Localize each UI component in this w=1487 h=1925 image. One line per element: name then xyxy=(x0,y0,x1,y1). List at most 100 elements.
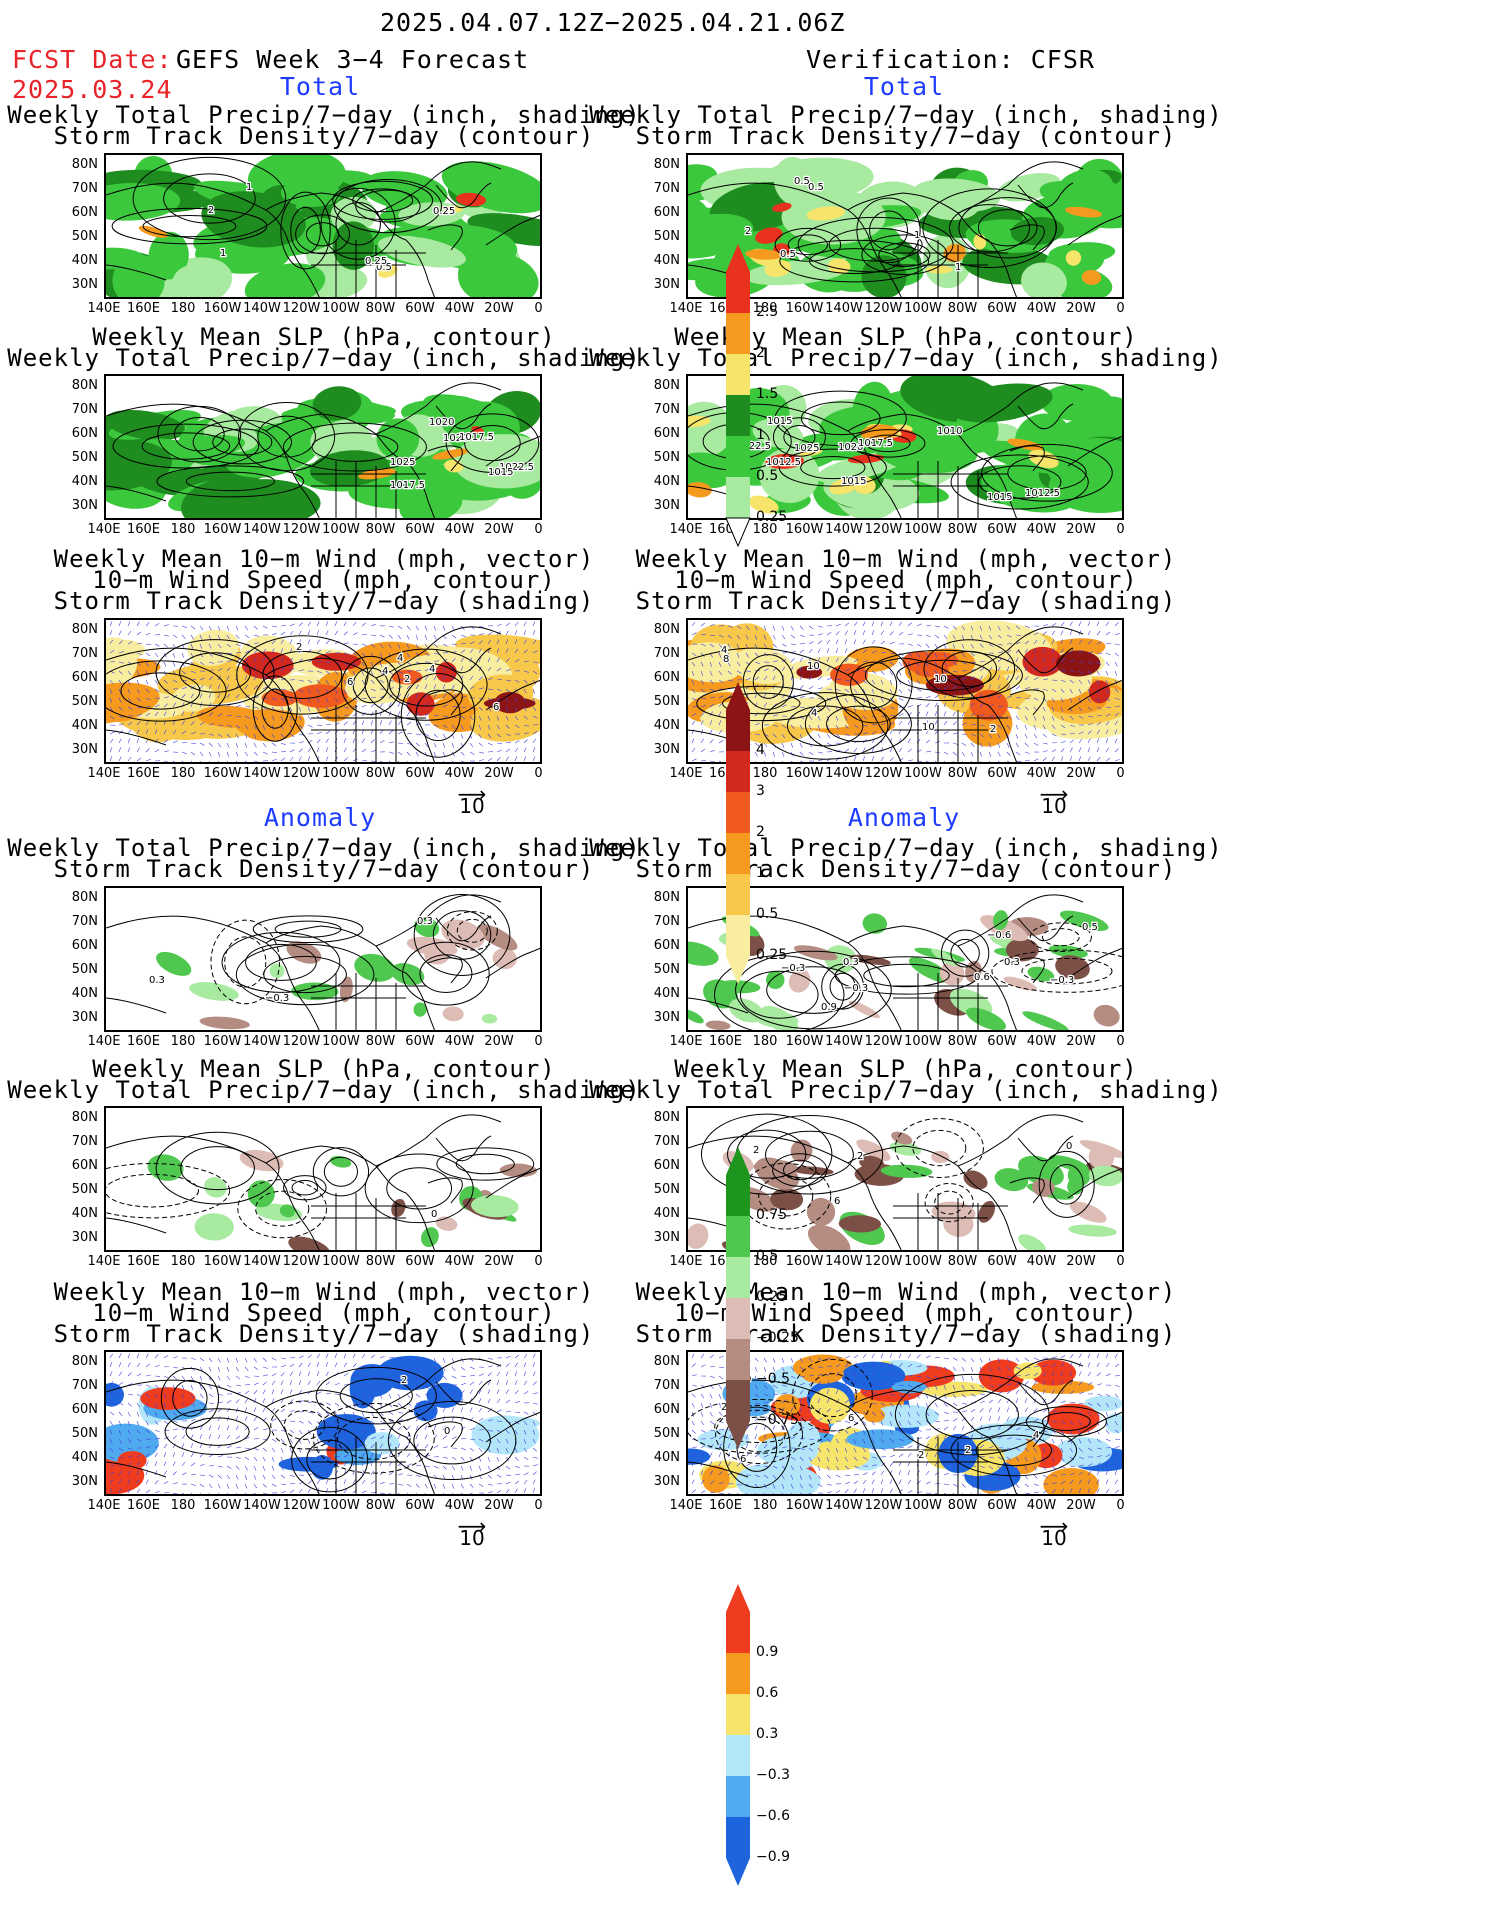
contour-line xyxy=(455,1153,515,1175)
wind-vector xyxy=(478,1483,484,1487)
wind-vector xyxy=(451,742,455,748)
wind-vector xyxy=(127,1402,132,1407)
wind-vector xyxy=(1114,643,1120,646)
wind-vector xyxy=(1069,630,1073,636)
wind-vector xyxy=(316,639,320,645)
wind-vector xyxy=(1006,625,1011,631)
precip-heavy-shading xyxy=(1007,438,1044,451)
wind-vector xyxy=(361,643,367,647)
wind-vector xyxy=(1060,706,1064,712)
storm-anomaly-shading xyxy=(1030,1359,1077,1386)
wind-vector xyxy=(1060,679,1066,683)
map-panel-l5: 0 xyxy=(104,1106,542,1252)
wind-vector xyxy=(352,661,357,667)
longitude-tick-label: 20W xyxy=(484,1034,514,1049)
wind-vector xyxy=(334,1382,340,1386)
wind-vector xyxy=(1006,1416,1010,1422)
wind-vector xyxy=(406,643,410,649)
storm-anomaly-shading xyxy=(106,1423,159,1463)
wind-vector xyxy=(451,694,457,699)
wind-vector xyxy=(478,666,482,672)
wind-vector xyxy=(289,749,295,753)
wind-vector xyxy=(745,1425,750,1431)
wind-vector xyxy=(1105,738,1109,744)
wind-vector xyxy=(136,1411,140,1417)
wind-vector xyxy=(691,1429,696,1434)
wind-vector xyxy=(727,1492,731,1494)
wind-vector xyxy=(388,652,392,658)
wind-vector xyxy=(307,756,311,762)
wind-vector xyxy=(889,757,894,762)
wind-vector xyxy=(871,1464,877,1467)
wind-vector xyxy=(754,1393,760,1398)
wind-vector xyxy=(853,706,857,712)
wind-vector xyxy=(709,720,713,726)
colorbar-tick-label: 0.5 xyxy=(756,1248,779,1264)
wind-vector xyxy=(289,1363,295,1368)
wind-vector xyxy=(496,706,500,712)
contour-label: 1025 xyxy=(390,457,415,468)
wind-vector xyxy=(415,693,419,699)
wind-vector xyxy=(343,642,349,645)
coastline xyxy=(427,1421,463,1448)
wind-vector xyxy=(226,675,230,681)
wind-vector xyxy=(925,720,929,726)
wind-vector xyxy=(997,1357,1001,1363)
wind-vector xyxy=(1078,715,1084,719)
wind-vector xyxy=(496,1438,501,1444)
wind-vector xyxy=(808,1357,813,1362)
wind-vector xyxy=(1006,666,1010,672)
wind-vector xyxy=(280,757,286,762)
wind-vector xyxy=(127,697,132,703)
wind-vector xyxy=(1060,1362,1065,1368)
wind-vector xyxy=(1087,706,1092,711)
wind-vector xyxy=(442,1456,448,1459)
wind-vector xyxy=(289,657,294,663)
wind-vector xyxy=(451,1425,456,1431)
wind-vector xyxy=(127,1470,131,1476)
wind-vector xyxy=(790,658,795,663)
wind-vector xyxy=(1060,1389,1065,1395)
wind-vector xyxy=(172,760,176,762)
wind-vector xyxy=(700,679,704,685)
wind-vector xyxy=(172,740,178,744)
wind-vector xyxy=(1033,657,1037,663)
wind-vector xyxy=(709,729,713,735)
wind-vector xyxy=(763,634,767,640)
wind-vector xyxy=(469,1427,475,1431)
wind-vector xyxy=(754,1443,758,1449)
wind-vector xyxy=(835,1456,839,1462)
wind-vector xyxy=(460,724,464,730)
wind-vector xyxy=(1024,1483,1030,1488)
wind-vector xyxy=(772,733,777,738)
wind-vector xyxy=(424,760,426,762)
wind-vector xyxy=(325,661,331,664)
contour-label: 0.25 xyxy=(433,206,455,217)
wind-vector xyxy=(406,751,411,756)
wind-vector xyxy=(709,749,715,753)
wind-vector xyxy=(826,1483,832,1486)
wind-vector xyxy=(1078,639,1083,645)
wind-vector xyxy=(808,1366,814,1370)
contour-line xyxy=(1041,928,1080,947)
latitude-tick-label: 70N xyxy=(71,646,98,661)
wind-vector xyxy=(700,1429,706,1433)
wind-vector xyxy=(1105,1373,1111,1377)
wind-vector xyxy=(916,1393,920,1399)
contour-line xyxy=(252,915,364,944)
contour-line xyxy=(163,173,256,224)
wind-vector xyxy=(862,1488,866,1494)
storm-anomaly-shading xyxy=(688,1448,711,1465)
coastline xyxy=(1067,435,1122,467)
wind-vector xyxy=(1060,1400,1066,1404)
wind-vector xyxy=(1033,733,1038,739)
longitude-tick-label: 80W xyxy=(365,522,396,537)
wind-vector xyxy=(424,1384,429,1389)
wind-vector xyxy=(808,675,813,681)
wind-vector xyxy=(979,1444,985,1449)
longitude-tick-label: 120W xyxy=(282,1034,321,1049)
wind-vector xyxy=(1006,657,1011,663)
wind-vector xyxy=(415,1417,420,1422)
wind-vector xyxy=(532,1420,536,1426)
wind-vector xyxy=(988,1474,992,1480)
